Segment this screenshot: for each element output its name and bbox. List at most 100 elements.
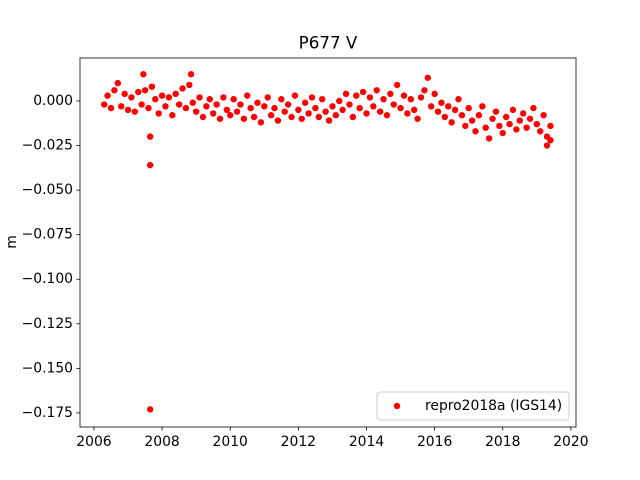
data-point bbox=[458, 112, 466, 119]
data-point bbox=[141, 87, 149, 94]
data-point bbox=[533, 120, 541, 128]
data-point bbox=[213, 101, 220, 108]
y-tick-label: −0.175 bbox=[22, 405, 73, 421]
data-point bbox=[387, 90, 394, 98]
data-point bbox=[329, 103, 336, 110]
data-point bbox=[281, 108, 288, 115]
data-point bbox=[516, 117, 523, 124]
data-point bbox=[383, 112, 391, 119]
data-point bbox=[240, 115, 248, 122]
data-point bbox=[445, 103, 452, 110]
data-point bbox=[124, 106, 132, 114]
data-point bbox=[131, 108, 139, 115]
x-tick-label: 2008 bbox=[144, 434, 179, 450]
data-point bbox=[492, 108, 500, 115]
data-point bbox=[472, 128, 479, 135]
data-point bbox=[233, 108, 241, 115]
data-point bbox=[308, 94, 316, 101]
data-point bbox=[325, 117, 333, 124]
data-point bbox=[380, 95, 387, 103]
data-point bbox=[301, 99, 309, 106]
data-point bbox=[547, 136, 554, 144]
data-point bbox=[254, 99, 261, 106]
data-point bbox=[146, 161, 154, 169]
y-tick-label: −0.100 bbox=[22, 271, 73, 287]
data-point bbox=[366, 94, 374, 101]
data-point bbox=[349, 113, 357, 121]
data-point bbox=[359, 88, 367, 96]
data-point bbox=[182, 104, 190, 112]
data-point bbox=[479, 103, 486, 110]
legend-box bbox=[376, 391, 570, 421]
data-point bbox=[114, 79, 122, 87]
data-point bbox=[363, 110, 370, 117]
data-point bbox=[543, 142, 551, 149]
data-point bbox=[451, 106, 459, 114]
y-axis-label: m bbox=[4, 235, 20, 249]
data-point bbox=[485, 135, 493, 142]
data-point bbox=[196, 94, 203, 101]
axes-frame bbox=[79, 57, 577, 428]
data-point bbox=[322, 108, 329, 115]
data-point bbox=[526, 115, 534, 122]
data-point bbox=[148, 83, 156, 90]
data-point bbox=[468, 117, 476, 124]
data-point bbox=[305, 110, 312, 117]
data-point bbox=[319, 95, 326, 103]
data-point bbox=[284, 101, 292, 108]
data-point bbox=[172, 90, 179, 98]
y-tick-label: −0.050 bbox=[22, 182, 73, 198]
data-point bbox=[353, 92, 360, 99]
data-point bbox=[267, 112, 275, 119]
y-tick-label: −0.075 bbox=[22, 227, 73, 243]
y-tick-label: 0.000 bbox=[33, 93, 73, 109]
data-point bbox=[424, 74, 432, 81]
data-point bbox=[111, 87, 118, 94]
data-point bbox=[138, 101, 145, 108]
data-point bbox=[428, 103, 435, 110]
data-point bbox=[417, 94, 425, 101]
data-point bbox=[496, 122, 503, 130]
x-tick-label: 2010 bbox=[213, 434, 248, 450]
data-point bbox=[209, 110, 217, 117]
data-point bbox=[448, 119, 455, 126]
data-point bbox=[404, 110, 411, 117]
data-point bbox=[513, 126, 520, 133]
data-point bbox=[482, 124, 489, 131]
x-tick-label: 2014 bbox=[349, 434, 385, 450]
data-point bbox=[179, 85, 186, 92]
data-point bbox=[169, 112, 176, 119]
y-tick-label: −0.025 bbox=[22, 138, 73, 154]
data-point bbox=[462, 122, 469, 130]
data-point bbox=[373, 87, 380, 94]
data-point bbox=[104, 92, 111, 99]
legend-marker bbox=[393, 402, 401, 410]
data-point bbox=[315, 113, 323, 121]
data-point bbox=[203, 103, 210, 110]
data-point bbox=[506, 120, 513, 128]
data-point bbox=[312, 104, 319, 112]
data-point bbox=[465, 104, 472, 112]
data-point bbox=[118, 103, 125, 110]
data-point bbox=[523, 124, 530, 131]
data-point bbox=[431, 90, 438, 98]
data-point bbox=[342, 90, 350, 98]
y-tick-label: −0.150 bbox=[22, 360, 73, 376]
data-point bbox=[227, 112, 234, 119]
data-point bbox=[261, 103, 268, 110]
data-point bbox=[393, 81, 401, 89]
data-point bbox=[397, 104, 404, 112]
data-point bbox=[135, 88, 142, 96]
x-tick-label: 2012 bbox=[281, 434, 316, 450]
data-point bbox=[288, 113, 295, 121]
data-point bbox=[291, 92, 299, 99]
data-point bbox=[145, 104, 152, 112]
data-point bbox=[547, 122, 554, 130]
data-point bbox=[146, 133, 154, 140]
data-point bbox=[509, 106, 517, 114]
data-point bbox=[189, 99, 196, 106]
chart-title: P677 V bbox=[299, 33, 358, 53]
data-point bbox=[298, 115, 305, 122]
data-point bbox=[438, 99, 445, 106]
data-point bbox=[400, 92, 408, 99]
